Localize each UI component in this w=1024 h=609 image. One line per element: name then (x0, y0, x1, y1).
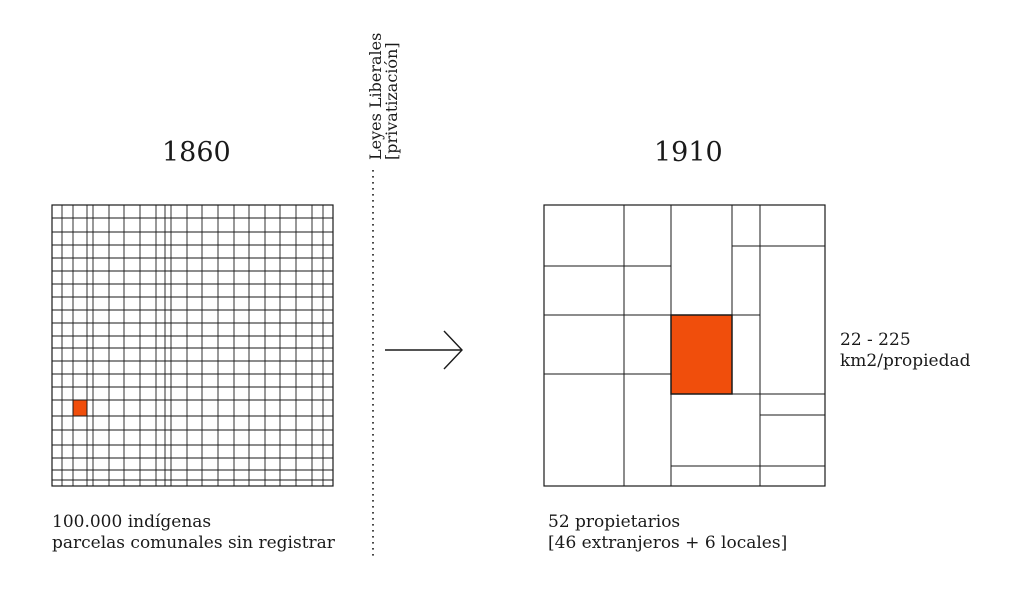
area-per-property-line2: km2/propiedad (840, 351, 971, 371)
year-1910-title: 1910 (654, 137, 723, 168)
after-caption-line1: 52 propietarios (548, 512, 681, 532)
area-per-property-line1: 22 - 225 (840, 330, 911, 350)
area-per-property: 22 - 225 km2/propiedad (840, 330, 971, 372)
highlighted-property (670, 314, 733, 395)
before-caption-line1: 100.000 indígenas (52, 512, 212, 532)
highlighted-communal-parcel (72, 399, 88, 417)
before-caption-line2: parcelas comunales sin registrar (52, 533, 335, 553)
communal-parcels-grid (51, 204, 334, 487)
communal-grid-outline (51, 204, 334, 487)
after-caption-line2: [46 extranjeros + 6 locales] (548, 533, 788, 553)
year-1860-title: 1860 (162, 137, 231, 168)
after-caption: 52 propietarios [46 extranjeros + 6 loca… (548, 512, 787, 554)
before-caption: 100.000 indígenas parcelas comunales sin… (52, 512, 335, 554)
properties-outline (543, 204, 826, 487)
transition-arrow (385, 330, 463, 370)
private-properties-grid (543, 204, 826, 487)
